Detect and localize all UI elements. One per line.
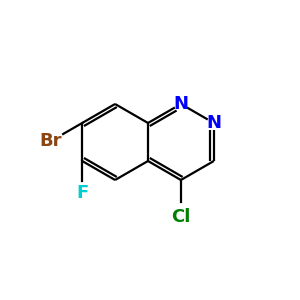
Text: F: F [76,184,88,202]
Text: Cl: Cl [171,208,190,226]
Text: Br: Br [40,132,62,150]
Text: N: N [173,95,188,113]
Text: N: N [206,114,221,132]
